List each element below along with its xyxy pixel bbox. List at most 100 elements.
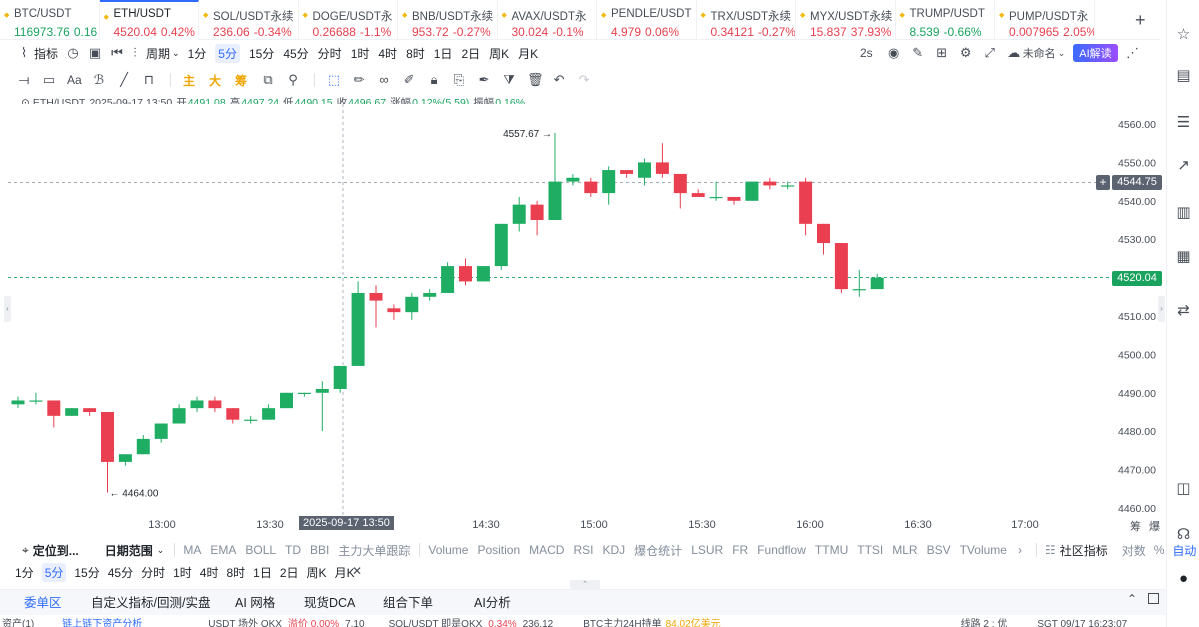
ticker-tab[interactable]: SOL/USDT永续 236.06-0.34% — [199, 0, 299, 40]
candle-body[interactable] — [548, 181, 562, 220]
panel-resize-handle[interactable]: ⌃ — [570, 580, 600, 589]
filter-icon[interactable]: ⧩ — [503, 72, 515, 87]
candle-body[interactable] — [655, 162, 669, 174]
ticker-tab[interactable]: BTC/USDT 116973.760.16 — [0, 0, 100, 40]
period-dropdown[interactable]: 周期 — [146, 46, 171, 61]
candle-body[interactable] — [512, 204, 526, 224]
chart-type-icon[interactable]: ⫶ — [133, 45, 137, 60]
chips-marker[interactable]: 筹 — [1130, 521, 1141, 533]
trend-chart-icon[interactable]: ↗ — [1177, 157, 1190, 174]
sub-indicator-12[interactable]: BSV — [926, 543, 951, 557]
interval-5[interactable]: 1时 — [350, 46, 370, 61]
interval-0[interactable]: 1分 — [187, 46, 207, 61]
candle-body[interactable] — [315, 388, 329, 393]
ai-analysis-button[interactable]: AI解读 — [1073, 44, 1118, 62]
magnet-icon[interactable]: ⊓ — [143, 72, 155, 87]
liquidation-marker[interactable]: 爆 — [1149, 521, 1160, 533]
percent-scale-button[interactable]: % — [1153, 543, 1165, 557]
data-grid-icon[interactable]: ▦ — [1176, 248, 1191, 265]
star-outline-icon[interactable]: ☆ — [1176, 26, 1191, 43]
interval-4[interactable]: 分时 — [317, 46, 342, 61]
locate-button[interactable]: 定位到... — [32, 543, 79, 558]
rewind-icon[interactable]: ⏮ — [111, 45, 123, 60]
candle-body[interactable] — [29, 400, 43, 402]
pencil-icon[interactable]: ✏ — [353, 72, 365, 87]
community-icon[interactable]: ● — [1178, 570, 1189, 587]
sub-indicator-0[interactable]: Volume — [428, 543, 469, 557]
candle-body[interactable] — [136, 438, 150, 455]
sub-indicator-5[interactable]: 爆仓统计 — [634, 543, 683, 558]
interval-4[interactable]: 分时 — [141, 565, 166, 580]
candle-body[interactable] — [226, 408, 240, 420]
sub-indicator-9[interactable]: TTMU — [814, 543, 849, 557]
candle-body[interactable] — [280, 392, 293, 409]
candle-body[interactable] — [351, 292, 365, 366]
pen-tool-icon[interactable]: ✒ — [478, 72, 490, 87]
candle-body[interactable] — [459, 266, 472, 282]
candle-body[interactable] — [47, 400, 61, 416]
select-icon[interactable]: ⬚ — [327, 72, 341, 87]
candle-body[interactable] — [834, 243, 848, 290]
candle-body[interactable] — [709, 196, 723, 199]
candle-body[interactable] — [387, 308, 401, 313]
main-indicator-5[interactable]: 主力大单跟踪 — [338, 543, 411, 558]
ticker-tab[interactable]: TRUMP/USDT 8.539-0.66% — [896, 0, 995, 40]
main-indicator-3[interactable]: TD — [285, 543, 302, 557]
ticker-tab[interactable]: BNB/USDT永续 953.72-0.27% — [398, 0, 498, 40]
candle-body[interactable] — [584, 181, 598, 194]
interval-6[interactable]: 4时 — [199, 565, 219, 580]
candle-body[interactable] — [799, 181, 813, 224]
eye-icon[interactable]: ⊙ — [21, 96, 30, 109]
trend-line-icon[interactable]: ╱ — [120, 72, 128, 87]
candle-body[interactable] — [297, 392, 311, 394]
template-name[interactable]: 未命名 — [1022, 48, 1056, 60]
settings-icon[interactable]: ⚙ — [959, 45, 972, 60]
date-range-button[interactable]: 日期范围 — [104, 543, 153, 558]
interval-11[interactable]: 月K — [518, 46, 539, 61]
interval-1[interactable]: 5分 — [41, 562, 67, 582]
asset-analysis-link[interactable]: 链上链下资产分析 — [62, 619, 143, 627]
feature-chip-1[interactable]: 大 — [209, 73, 222, 88]
ticker-tab[interactable]: TRX/USDT永续 0.34121-0.27% — [697, 0, 796, 40]
interval-3[interactable]: 45分 — [283, 46, 309, 61]
candle-body[interactable] — [745, 181, 759, 201]
document-icon[interactable]: ▤ — [1176, 67, 1191, 84]
sub-indicator-3[interactable]: RSI — [573, 543, 594, 557]
horizontal-line-icon[interactable]: ⟞ — [18, 72, 30, 87]
interval-9[interactable]: 2日 — [279, 565, 299, 580]
candlestick-chart[interactable]: 4460.00 4470.00 4480.00 4490.00 4500.00 4510.… — [0, 104, 1166, 534]
sub-indicator-8[interactable]: Fundflow — [757, 543, 806, 557]
candle-body[interactable] — [852, 289, 866, 291]
candle-body[interactable] — [262, 408, 276, 420]
right-collapse-handle[interactable]: › — [1158, 296, 1165, 322]
candle-body[interactable] — [190, 400, 204, 409]
candle-body[interactable] — [101, 412, 114, 462]
candle-body[interactable] — [118, 454, 132, 462]
candle-body[interactable] — [11, 400, 25, 405]
candle-body[interactable] — [333, 365, 347, 389]
candle-body[interactable] — [423, 292, 437, 297]
bottom-tab-5[interactable]: AI分析 — [474, 596, 511, 610]
auto-scale-button[interactable]: 自动 — [1172, 543, 1197, 558]
ticker-tab[interactable]: AVAX/USDT永 30.024-0.1% — [498, 0, 597, 40]
rectangle-icon[interactable]: ▭ — [42, 72, 56, 87]
left-collapse-handle[interactable]: ‹ — [4, 296, 11, 322]
candle-body[interactable] — [154, 423, 168, 439]
main-indicator-0[interactable]: MA — [183, 543, 202, 557]
candle-body[interactable] — [638, 162, 651, 178]
candle-body[interactable] — [620, 170, 634, 174]
edit-icon[interactable]: ✎ — [912, 45, 924, 60]
brush-icon[interactable]: ℬ — [93, 72, 105, 87]
candle-body[interactable] — [870, 277, 884, 290]
fullscreen-icon[interactable]: ▣ — [88, 45, 102, 60]
headset-icon[interactable]: ☊ — [1176, 526, 1191, 543]
ticker-tab[interactable]: ETH/USDT 4520.040.42% — [99, 0, 199, 40]
log-scale-button[interactable]: 对数 — [1121, 543, 1146, 558]
exchange-icon[interactable]: ⇄ — [1177, 302, 1190, 319]
interval-10[interactable]: 周K — [306, 565, 327, 580]
interval-11[interactable]: 月K — [334, 565, 355, 580]
community-indicators-button[interactable]: 社区指标 — [1059, 543, 1108, 558]
assets-label[interactable]: 资产(1) — [2, 619, 35, 627]
